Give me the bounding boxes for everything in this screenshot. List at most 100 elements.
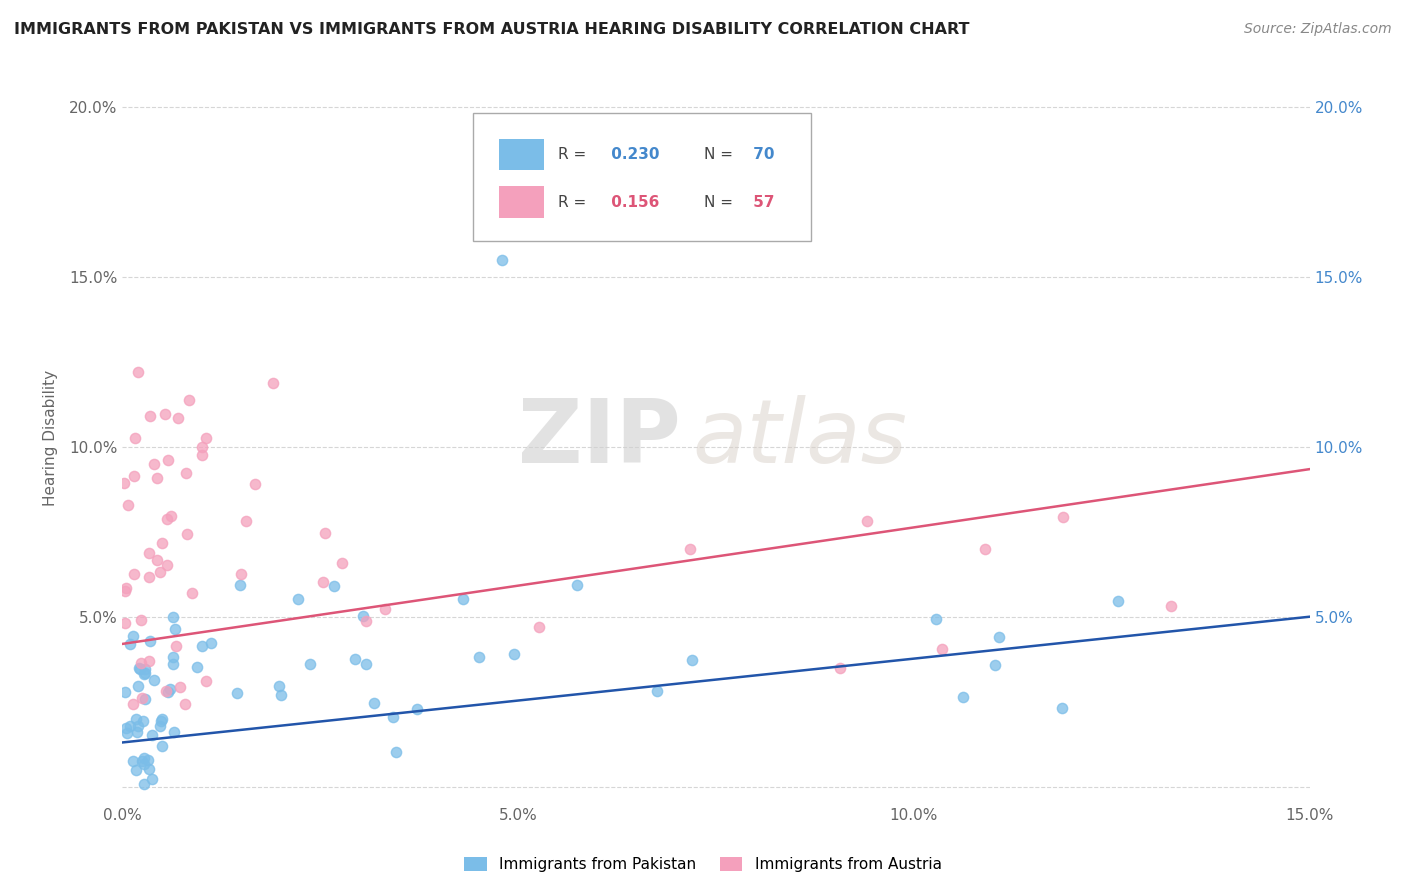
Point [384,745,406,759]
FancyBboxPatch shape [499,186,544,218]
Point [114,584,136,599]
Point [179,393,201,408]
Point [931,642,953,657]
FancyBboxPatch shape [472,113,811,241]
Point [567,578,589,592]
Point [235,514,257,528]
Point [162,657,184,671]
Point [165,623,187,637]
Point [167,411,190,425]
Point [141,772,163,787]
Point [270,688,292,702]
Point [131,714,153,728]
Point [149,719,172,733]
Point [190,440,212,454]
Point [159,509,181,524]
Point [150,712,173,726]
Point [122,697,145,711]
Point [120,637,142,651]
Point [129,662,152,676]
Point [287,592,309,607]
Point [138,753,160,767]
FancyBboxPatch shape [499,138,544,170]
Text: N =: N = [704,194,733,210]
Point [191,448,214,462]
Text: Source: ZipAtlas.com: Source: ZipAtlas.com [1244,22,1392,37]
Text: 0.156: 0.156 [606,194,659,210]
Point [162,650,184,665]
Point [243,476,266,491]
Point [156,512,179,526]
Point [1160,599,1182,614]
Point [155,683,177,698]
Point [354,657,377,671]
Point [322,578,344,592]
Point [138,546,160,560]
Point [127,719,149,733]
Point [134,692,156,706]
Point [311,574,333,589]
Point [468,649,491,664]
Point [984,658,1007,673]
Text: ZIP: ZIP [517,395,681,482]
Text: N =: N = [704,147,733,162]
Point [855,514,877,528]
Point [115,721,138,735]
Point [352,608,374,623]
Point [115,582,138,596]
Text: IMMIGRANTS FROM PAKISTAN VS IMMIGRANTS FROM AUSTRIA HEARING DISABILITY CORRELATI: IMMIGRANTS FROM PAKISTAN VS IMMIGRANTS F… [14,22,970,37]
Point [125,764,148,778]
Point [176,527,198,541]
Point [141,728,163,742]
Point [146,553,169,567]
Point [973,541,995,556]
Point [121,754,143,768]
Point [356,614,378,628]
Point [1107,594,1129,608]
Point [157,685,180,699]
Point [150,739,173,753]
Point [194,431,217,445]
Point [143,673,166,687]
Point [162,610,184,624]
Point [374,602,396,616]
Point [157,453,180,467]
Point [139,634,162,648]
Point [114,685,136,699]
Point [131,754,153,768]
Point [225,685,247,699]
Point [330,556,353,570]
Text: atlas: atlas [692,395,907,482]
Text: 0.230: 0.230 [606,147,659,162]
Point [952,690,974,704]
Point [194,674,217,689]
Point [124,431,146,445]
Point [155,558,177,572]
Point [186,660,208,674]
Point [143,457,166,471]
Point [200,636,222,650]
Point [149,565,172,579]
Point [180,586,202,600]
Point [363,696,385,710]
Point [134,757,156,772]
Point [128,661,150,675]
Point [229,566,252,581]
Point [1052,509,1074,524]
Point [134,777,156,791]
Point [165,640,187,654]
Point [117,498,139,512]
Point [134,667,156,681]
Y-axis label: Hearing Disability: Hearing Disability [44,370,58,507]
Point [134,662,156,676]
Point [262,376,284,390]
Point [129,613,152,627]
Point [112,476,135,491]
Point [491,252,513,267]
Text: R =: R = [558,194,586,210]
Point [125,712,148,726]
Point [1050,701,1073,715]
Point [229,578,252,592]
Point [299,657,322,672]
Point [117,726,139,740]
